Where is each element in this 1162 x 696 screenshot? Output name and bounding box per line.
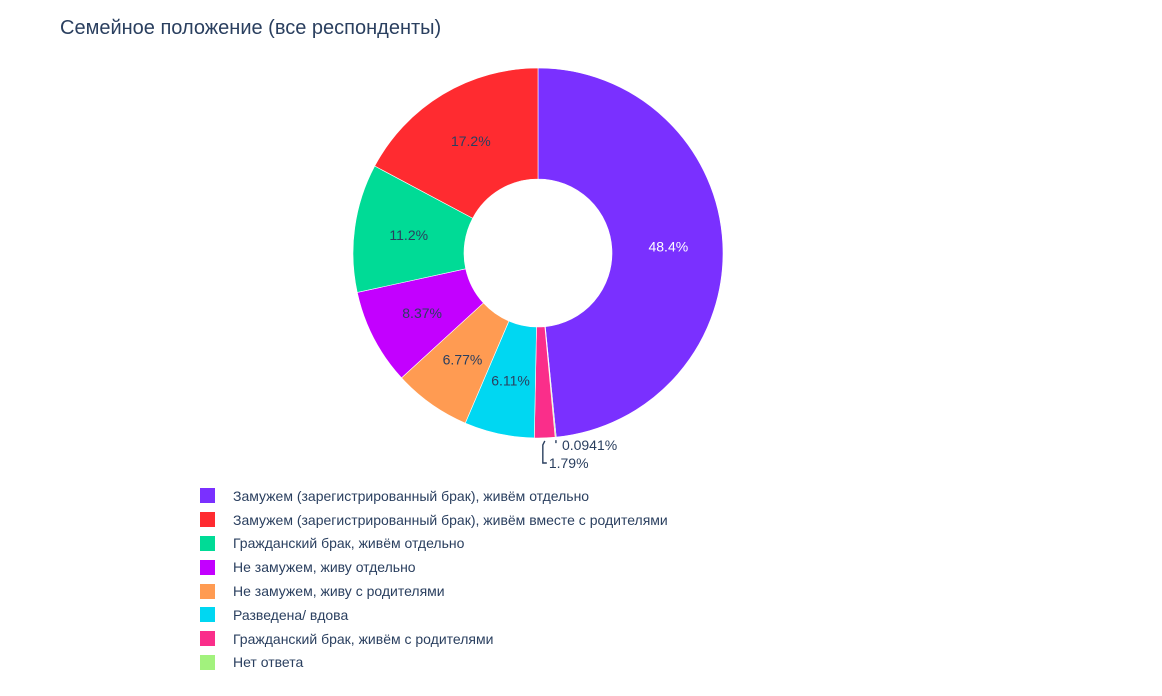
legend-label-1: Замужем (зарегистрированный брак), живём… [233,511,668,528]
slice-label-1: 0.0941% [562,437,617,453]
legend-item-5[interactable]: Разведена/ вдова [200,603,668,627]
legend: Замужем (зарегистрированный брак), живём… [200,484,668,674]
slice-label-5: 8.37% [402,305,442,321]
legend-swatch-1 [200,512,215,528]
legend-label-2: Гражданский брак, живём отдельно [233,535,465,552]
legend-label-0: Замужем (зарегистрированный брак), живём… [233,487,590,504]
slice-label-7: 17.2% [451,133,491,149]
legend-item-6[interactable]: Гражданский брак, живём с родителями [200,627,668,651]
legend-item-2[interactable]: Гражданский брак, живём отдельно [200,532,668,556]
slices-layer [352,67,724,439]
slice-leader-line-2 [542,440,547,464]
legend-item-1[interactable]: Замужем (зарегистрированный брак), живём… [200,508,668,532]
slice-label-6: 11.2% [389,227,428,243]
legend-label-7: Нет ответа [233,654,304,671]
legend-item-7[interactable]: Нет ответа [200,651,668,675]
slice-label-2: 1.79% [549,455,589,471]
chart-title: Семейное положение (все респонденты) [60,17,442,39]
legend-label-5: Разведена/ вдова [233,606,349,623]
legend-swatch-3 [200,559,215,575]
legend-item-3[interactable]: Не замужем, живу отдельно [200,555,668,579]
slice-label-4: 6.77% [443,351,483,367]
slice-label-3: 6.11% [491,373,530,389]
legend-label-4: Не замужем, живу с родителями [233,583,445,600]
legend-swatch-0 [200,488,215,504]
legend-swatch-7 [200,654,215,670]
legend-swatch-4 [200,583,215,599]
legend-swatch-6 [200,631,215,647]
slice-7[interactable] [374,67,539,219]
slice-label-0: 48.4% [648,239,688,255]
legend-swatch-2 [200,535,215,551]
legend-item-0[interactable]: Замужем (зарегистрированный брак), живём… [200,484,668,508]
legend-label-3: Не замужем, живу отдельно [233,559,416,576]
slice-0[interactable] [537,67,724,438]
slice-labels-layer: 48.4% 0.0941% 1.79% 6.11% 6.77% 8.37% 11.2% 17.… [389,133,688,471]
legend-swatch-5 [200,607,215,623]
legend-label-6: Гражданский брак, живём с родителями [233,630,494,647]
legend-item-4[interactable]: Не замужем, живу с родителями [200,579,668,603]
